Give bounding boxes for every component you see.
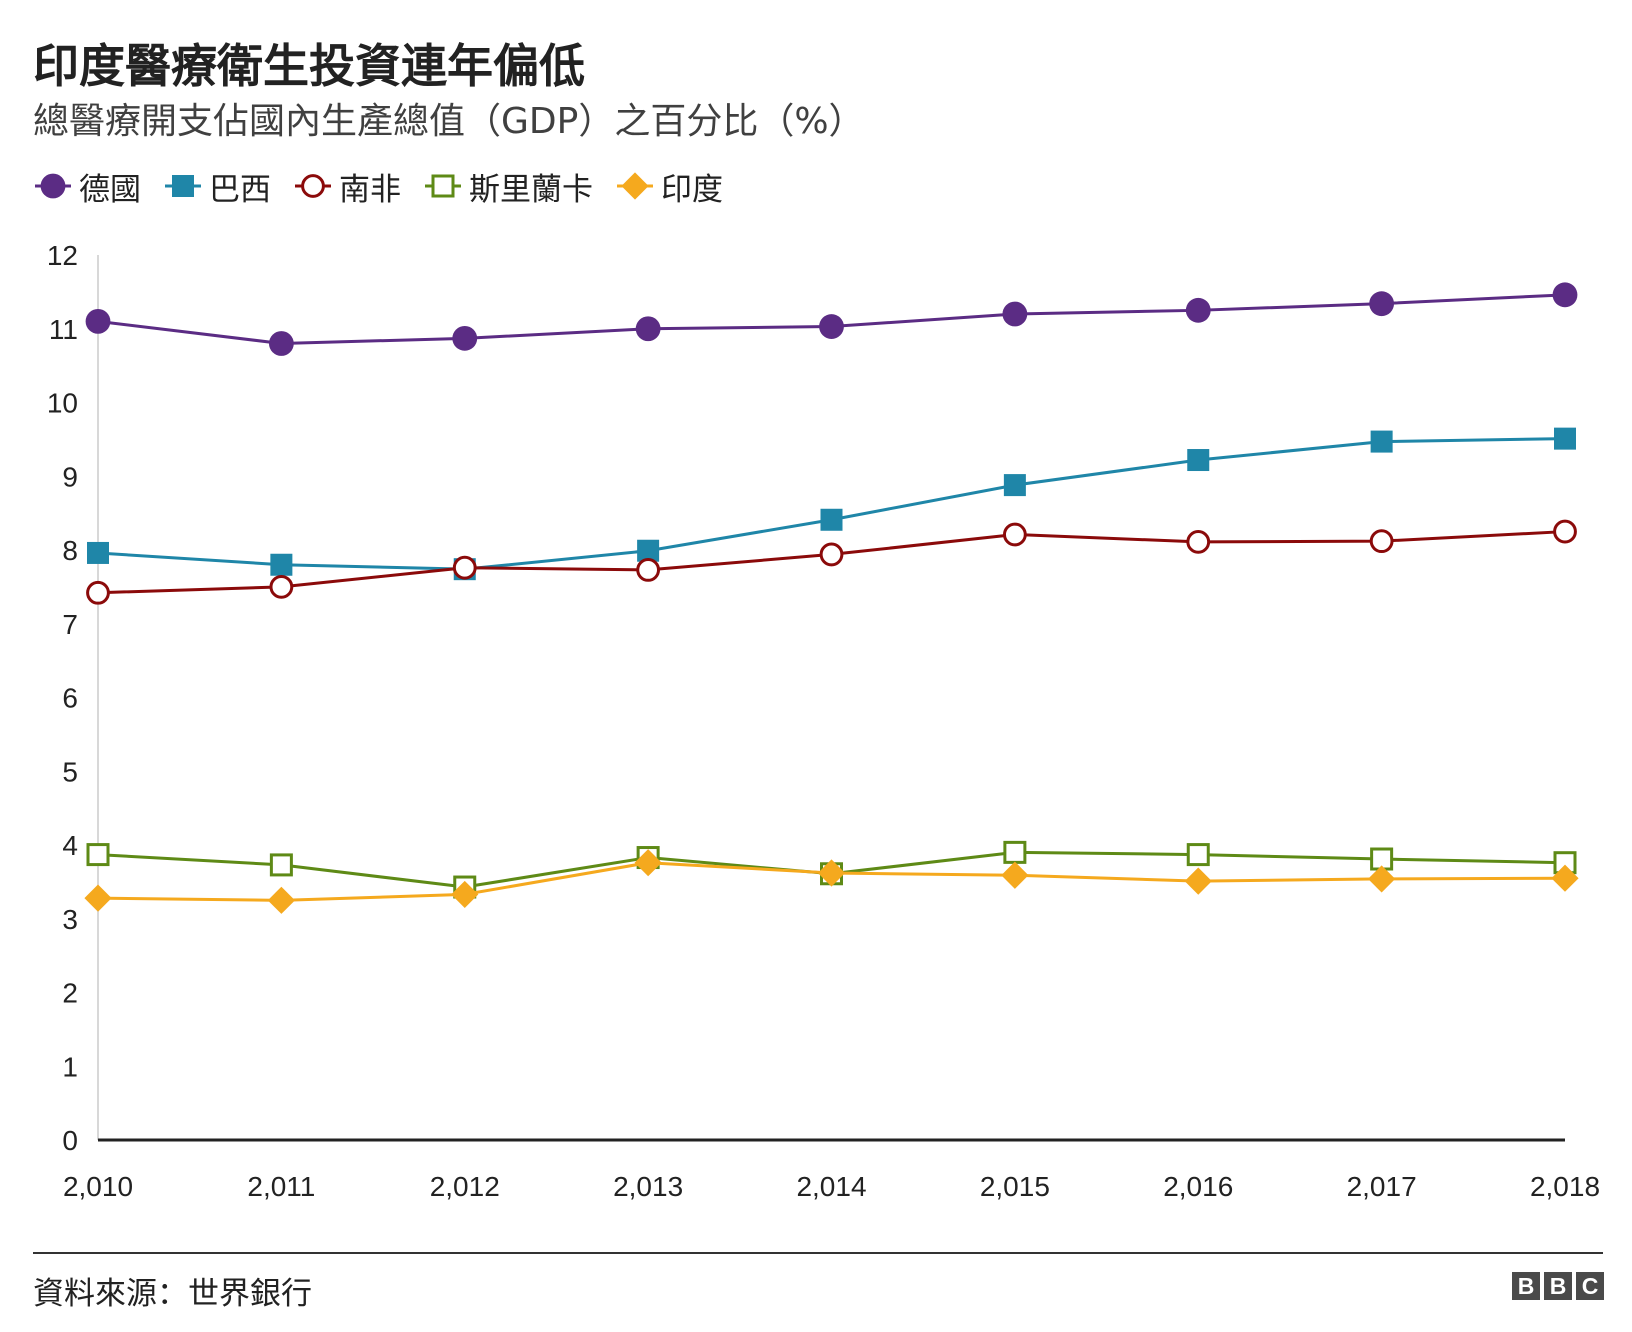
- y-tick-label: 2: [62, 978, 78, 1009]
- chart-legend: 德國 巴西 南非 斯里蘭卡 印度: [33, 164, 723, 209]
- legend-item: 印度: [615, 164, 723, 209]
- y-tick-label: 4: [62, 830, 78, 861]
- y-tick-label: 5: [62, 756, 78, 787]
- y-tick-label: 9: [62, 461, 78, 492]
- data-point: [1002, 522, 1027, 547]
- legend-swatch: [617, 172, 653, 200]
- series-南非: [86, 519, 1577, 605]
- y-tick-label: 0: [62, 1125, 78, 1156]
- data-point: [268, 331, 294, 356]
- bbc-logo-letter: C: [1576, 1272, 1604, 1300]
- x-tick-label: 2,014: [796, 1171, 866, 1202]
- y-tick-label: 10: [47, 388, 78, 419]
- legend-label: 印度: [661, 171, 723, 208]
- data-point: [1554, 427, 1576, 450]
- x-tick-label: 2,010: [63, 1171, 133, 1202]
- data-point: [635, 316, 661, 342]
- bbc-logo-letter: B: [1544, 1272, 1572, 1300]
- data-point: [1185, 297, 1211, 323]
- legend-swatch: [295, 174, 331, 198]
- data-point: [1368, 865, 1396, 893]
- data-point: [1003, 474, 1026, 497]
- data-point: [1551, 864, 1579, 892]
- series-德國: [85, 282, 1578, 356]
- data-point: [1553, 519, 1577, 544]
- data-point: [1186, 529, 1211, 554]
- x-tick-label: 2,013: [613, 1171, 683, 1202]
- data-point: [451, 880, 479, 909]
- y-tick-label: 11: [49, 314, 78, 345]
- data-point: [87, 541, 109, 564]
- data-point: [817, 859, 846, 887]
- x-tick-label: 2,016: [1163, 1171, 1233, 1202]
- data-point: [1552, 282, 1578, 308]
- data-point: [1186, 843, 1210, 867]
- data-point: [1369, 529, 1394, 554]
- data-point: [1001, 861, 1029, 889]
- bbc-logo: B B C: [1512, 1272, 1604, 1300]
- data-point: [634, 849, 662, 877]
- series-印度: [84, 849, 1579, 914]
- legend-item: 德國: [33, 164, 141, 209]
- x-tick-label: 2,011: [247, 1171, 315, 1202]
- data-point: [269, 574, 294, 599]
- page-subtitle: 總醫療開支佔國內生產總值（GDP）之百分比（%）: [33, 101, 865, 142]
- data-point: [1187, 449, 1210, 472]
- data-point: [86, 843, 110, 867]
- source-note: 資料來源：世界銀行: [33, 1276, 312, 1312]
- data-point: [1184, 867, 1212, 895]
- data-point: [637, 539, 660, 562]
- data-point: [636, 558, 661, 582]
- legend-swatch: [35, 173, 71, 199]
- data-point: [819, 542, 844, 567]
- legend-label: 巴西: [209, 171, 271, 208]
- y-tick-label: 1: [62, 1051, 78, 1082]
- x-axis: 2,010 2,011 2,012 2,013 2,014 2,015 2,016 2,017…: [63, 1138, 1600, 1202]
- y-tick-label: 6: [62, 683, 78, 714]
- legend-item: 巴西: [163, 164, 271, 209]
- legend-swatch: [165, 175, 201, 197]
- page-title: 印度醫療衛生投資連年偏低: [33, 39, 585, 93]
- data-point: [1369, 291, 1395, 317]
- y-tick-label: 7: [62, 609, 78, 640]
- data-point: [1003, 840, 1027, 864]
- data-point: [452, 555, 477, 580]
- y-tick-label: 3: [62, 904, 78, 935]
- x-tick-label: 2,018: [1530, 1171, 1600, 1202]
- legend-label: 南非: [339, 171, 401, 208]
- data-point: [85, 308, 111, 334]
- x-tick-label: 2,017: [1347, 1171, 1417, 1202]
- legend-item: 南非: [293, 164, 401, 209]
- y-tick-label: 12: [47, 240, 78, 271]
- data-point: [86, 580, 110, 605]
- bbc-logo-letter: B: [1512, 1272, 1540, 1300]
- data-point: [452, 325, 478, 351]
- data-point: [820, 508, 843, 531]
- legend-item: 斯里蘭卡: [423, 164, 593, 209]
- data-point: [1370, 430, 1393, 453]
- data-point: [819, 314, 844, 339]
- legend-label: 斯里蘭卡: [469, 171, 593, 208]
- data-point: [84, 884, 112, 912]
- y-tick-label: 8: [62, 535, 78, 566]
- x-tick-label: 2,015: [980, 1171, 1050, 1202]
- footer-divider: [33, 1252, 1603, 1254]
- x-tick-label: 2,012: [430, 1171, 500, 1202]
- data-point: [270, 553, 293, 576]
- data-point: [269, 853, 293, 877]
- series-layer: [84, 282, 1579, 914]
- data-point: [267, 886, 295, 914]
- data-point: [1002, 301, 1028, 327]
- legend-swatch: [425, 174, 461, 198]
- legend-label: 德國: [79, 171, 141, 208]
